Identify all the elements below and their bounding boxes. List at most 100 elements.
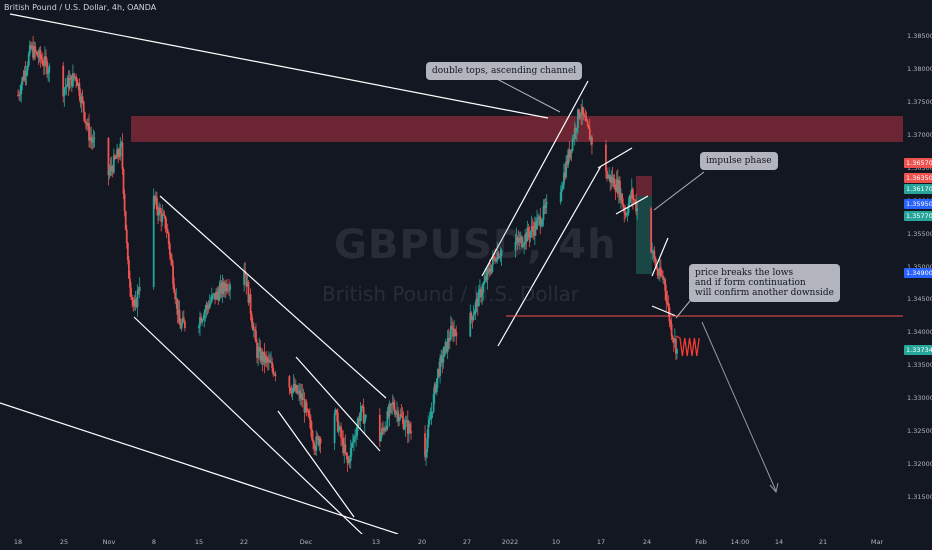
candle-body <box>206 304 209 307</box>
candle-body <box>305 402 308 410</box>
candle-body <box>399 414 402 419</box>
candle-body <box>126 242 129 261</box>
candle-body <box>406 420 409 434</box>
candle-body <box>250 313 253 323</box>
candle-body <box>449 325 452 340</box>
candle-body <box>221 282 224 294</box>
candle-body <box>442 356 445 363</box>
candle-body <box>514 242 517 251</box>
candle-body <box>132 299 135 306</box>
candle-body <box>45 56 47 62</box>
candle-body <box>451 325 453 328</box>
candle-body <box>248 294 251 303</box>
candle-body <box>163 214 166 217</box>
candle-body <box>121 142 124 169</box>
candle-body <box>46 61 48 75</box>
candle-body <box>291 388 294 394</box>
candle-body <box>589 137 592 141</box>
candle-body <box>571 138 574 151</box>
candle-body <box>179 324 182 329</box>
candle-body <box>166 229 169 234</box>
candle-body <box>407 423 410 434</box>
time-tick-label: Feb <box>695 538 707 546</box>
candle-body <box>346 455 349 463</box>
candle-body <box>36 52 39 57</box>
candle-body <box>302 398 305 400</box>
candle-body <box>609 174 612 183</box>
candle-body <box>319 438 322 444</box>
candle-body <box>528 233 531 238</box>
descending-channel-a-top <box>159 195 387 399</box>
candle-body <box>77 83 80 87</box>
candle-body <box>243 270 246 285</box>
candle-body <box>28 45 31 54</box>
candle-body <box>34 46 37 52</box>
candle-body <box>529 231 532 238</box>
candle-body <box>361 406 364 407</box>
candle-body <box>308 416 311 420</box>
candle-body <box>219 283 222 289</box>
time-tick-label: 22 <box>239 538 249 546</box>
candle-body <box>318 438 321 445</box>
time-axis[interactable]: 18 25 Nov 8 15 22 Dec 13 20 27 2022 10 17 24 Feb 14:00 1… <box>0 534 903 550</box>
candle-body <box>88 123 90 141</box>
candle-body <box>84 121 87 123</box>
candle-body <box>491 256 494 265</box>
candle-body <box>625 214 628 216</box>
callout-impulse-text: impulse phase <box>706 156 772 166</box>
candle-body <box>122 168 125 194</box>
price-axis[interactable]: 1.385001.380001.375001.370001.365001.360… <box>903 0 932 534</box>
candle-body <box>434 384 437 392</box>
candle-body <box>92 138 95 143</box>
candle-body <box>83 112 86 122</box>
candle-body <box>525 234 528 242</box>
candle-body <box>391 402 394 405</box>
candle-body <box>316 436 319 438</box>
candle-body <box>433 384 436 395</box>
flag-base <box>651 305 677 317</box>
candle-body <box>526 227 529 242</box>
candle-body <box>214 293 216 300</box>
candle-body <box>612 178 615 184</box>
candle-body <box>605 144 607 171</box>
candle-body <box>252 329 255 331</box>
candle-body <box>164 216 167 229</box>
candle-body <box>301 393 304 400</box>
price-tick-label: 1.37500 <box>907 97 932 106</box>
candle-body <box>617 180 620 194</box>
short-position-risk-zone <box>636 176 652 196</box>
candle-body <box>425 452 428 457</box>
candle-body <box>628 195 631 204</box>
candle-body <box>584 116 587 121</box>
candle-body <box>20 84 23 95</box>
candle-body <box>309 419 312 430</box>
candle-body <box>536 219 538 230</box>
candle-body <box>295 385 298 394</box>
candle-body <box>168 244 171 255</box>
candle-body <box>261 351 264 362</box>
candle-body <box>437 368 439 379</box>
candle-body <box>498 256 501 259</box>
candle-body <box>626 213 629 215</box>
candle-body <box>384 428 387 432</box>
candle-body <box>383 428 386 432</box>
candle-body <box>348 458 351 462</box>
candle-body <box>608 174 611 177</box>
time-tick-label: 14 <box>774 538 784 546</box>
candle-body <box>403 426 406 429</box>
candle-body <box>131 297 134 300</box>
candle-body <box>91 139 94 143</box>
candle-body <box>581 107 584 116</box>
candle-body <box>673 338 676 343</box>
candle-body <box>591 137 593 145</box>
candle-body <box>572 138 575 140</box>
candle-body <box>489 271 492 273</box>
candle-body <box>650 208 653 253</box>
candle-body <box>111 168 114 173</box>
price-plot[interactable] <box>0 0 903 534</box>
candle-body <box>215 291 218 300</box>
candle-body <box>477 289 480 307</box>
candle-body <box>675 338 677 354</box>
candle-body <box>490 264 493 273</box>
candle-body <box>544 203 547 209</box>
